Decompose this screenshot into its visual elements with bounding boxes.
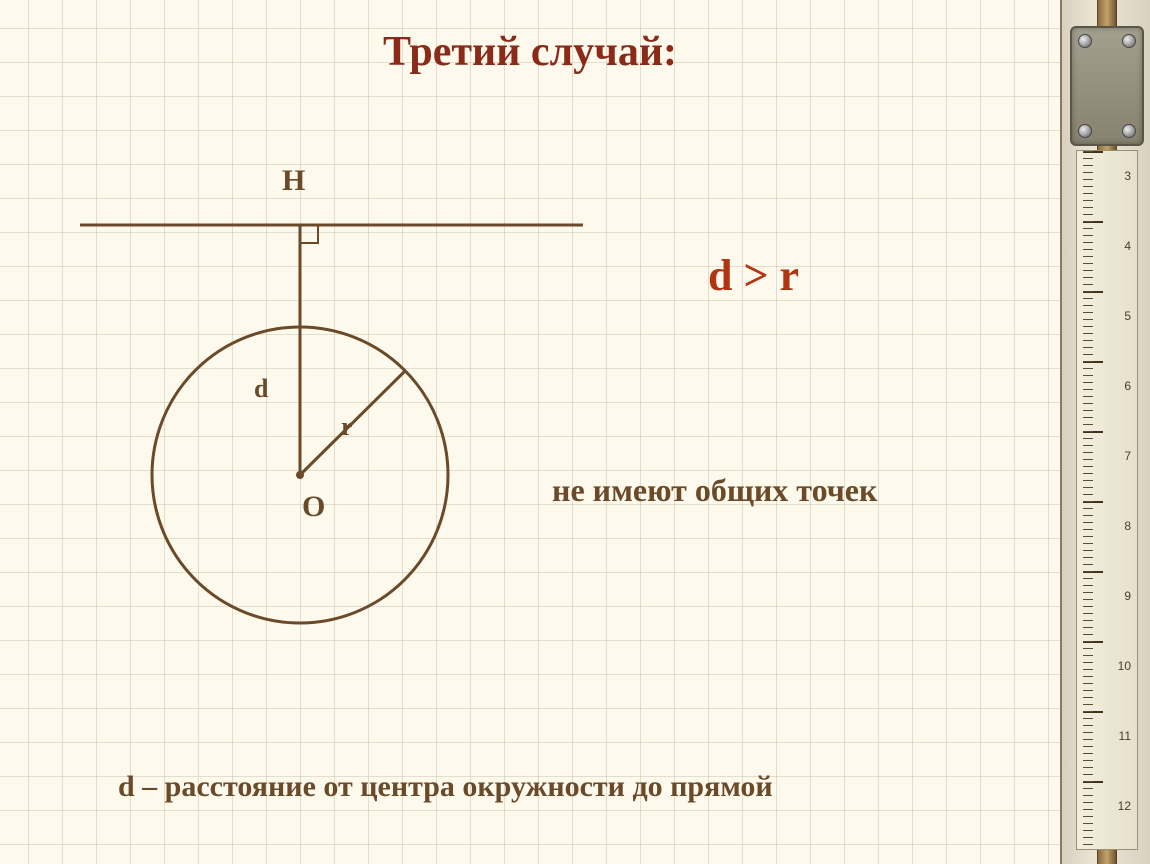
ruler-bracket: [1070, 26, 1144, 146]
formula-text: d > r: [708, 250, 799, 301]
slide-title: Третий случай:: [0, 28, 1060, 76]
label-O: О: [302, 490, 325, 524]
screw-icon: [1122, 124, 1136, 138]
geometry-diagram: Н d r О: [80, 150, 600, 670]
ruler-number: 8: [1124, 519, 1131, 533]
ruler-number: 11: [1119, 729, 1131, 743]
screw-icon: [1078, 124, 1092, 138]
label-d: d: [254, 374, 268, 404]
label-r: r: [341, 412, 353, 442]
screw-icon: [1078, 34, 1092, 48]
ruler-panel: 3 4 5 6 7 8 9 10 11 12: [1060, 0, 1150, 864]
screw-icon: [1122, 34, 1136, 48]
ruler-number: 5: [1124, 309, 1131, 323]
description-text: d – расстояние от центра окружности до п…: [118, 770, 773, 804]
ruler-ticks: [1077, 151, 1137, 849]
ruler-scale: 3 4 5 6 7 8 9 10 11 12: [1076, 150, 1138, 850]
ruler-number: 4: [1124, 239, 1131, 253]
slide-area: Третий случай: Н d r О d > r не имеют об…: [0, 0, 1060, 864]
ruler-number: 12: [1118, 799, 1131, 813]
ruler-number: 3: [1124, 169, 1131, 183]
label-H: Н: [282, 164, 305, 198]
diagram-svg: [80, 150, 600, 670]
ruler-number: 10: [1118, 659, 1131, 673]
ruler-number: 7: [1124, 449, 1131, 463]
caption-text: не имеют общих точек: [552, 472, 877, 509]
ruler-number: 9: [1124, 589, 1131, 603]
ruler-number: 6: [1124, 379, 1131, 393]
